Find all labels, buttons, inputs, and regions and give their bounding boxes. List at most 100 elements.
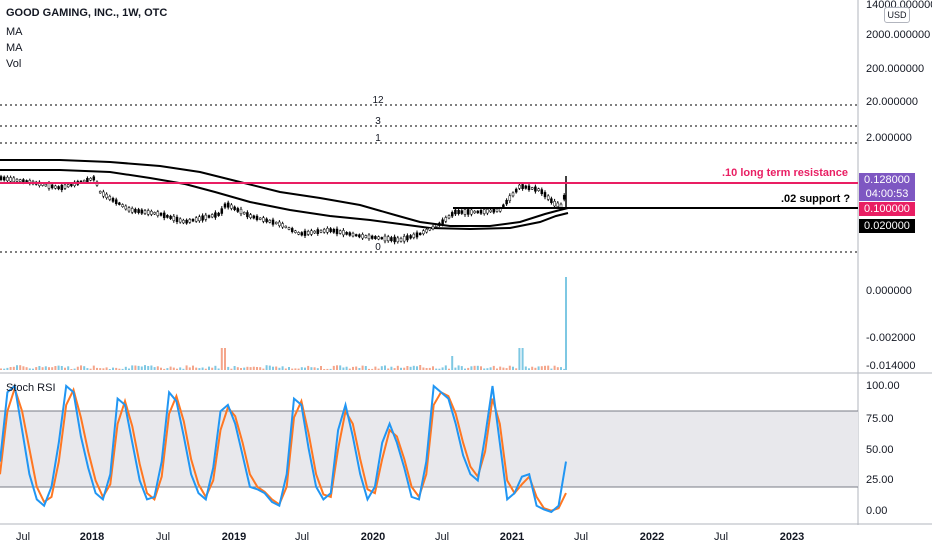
volume-bar: [531, 366, 534, 370]
price-candle-body: [242, 212, 246, 215]
price-candle-body: [198, 216, 201, 222]
volume-bar: [294, 368, 297, 370]
volume-bar: [265, 365, 268, 370]
price-candle-body: [118, 202, 121, 205]
price-candle-body: [460, 210, 464, 214]
volume-bar: [470, 366, 473, 370]
volume-bar: [416, 366, 418, 370]
price-candle-body: [274, 221, 278, 225]
volume-bar: [211, 367, 214, 370]
volume-bar: [48, 367, 50, 370]
price-candle-body: [393, 236, 396, 243]
volume-bar: [496, 368, 498, 370]
price-candle-body: [230, 204, 233, 209]
time-tick: Jul: [435, 531, 449, 543]
volume-bar: [332, 365, 335, 370]
volume-bar: [323, 369, 326, 370]
stoch-k-line: [0, 383, 567, 514]
volume-bar: [201, 367, 204, 370]
time-tick: 2022: [640, 531, 664, 543]
price-candle-body: [502, 204, 505, 208]
stoch-tick: 75.00: [866, 413, 894, 425]
volume-bar: [192, 365, 194, 370]
currency-badge[interactable]: USD: [884, 7, 910, 23]
ma-legend[interactable]: MA: [6, 42, 23, 54]
price-candle-body: [278, 221, 281, 226]
volume-bar: [57, 365, 60, 370]
volume-bars: [0, 277, 567, 370]
symbol-title: GOOD GAMING, INC., 1W, OTC: [6, 7, 168, 19]
volume-bar: [457, 365, 460, 370]
time-tick: Jul: [156, 531, 170, 543]
price-candle-body: [166, 215, 169, 218]
volume-bar: [304, 367, 306, 370]
stoch-axis[interactable]: 100.00 75.00 50.00 25.00 0.00: [866, 380, 900, 517]
volume-bar: [412, 365, 415, 370]
time-axis[interactable]: Jul 2018 Jul 2019 Jul 2020 Jul 2021 Jul …: [16, 531, 804, 543]
price-candle-body: [396, 237, 400, 243]
price-candle-body: [409, 235, 412, 239]
price-tick: -0.014000: [866, 360, 916, 372]
volume-bar: [188, 367, 191, 370]
price-candle-body: [406, 235, 409, 241]
price-candle-body: [550, 198, 553, 203]
volume-bar: [268, 365, 271, 370]
price-axis[interactable]: 14000.000000 2000.000000 200.000000 20.0…: [866, 0, 932, 372]
price-candle-body: [521, 184, 524, 189]
resistance-annotation[interactable]: .10 long term resistance: [722, 167, 848, 179]
volume-bar: [393, 368, 396, 370]
time-tick: 2023: [780, 531, 804, 543]
volume-bar: [51, 367, 54, 370]
volume-bar: [505, 368, 508, 370]
volume-bar: [435, 368, 438, 370]
volume-bar: [12, 366, 15, 370]
volume-bar: [80, 365, 82, 370]
volume-bar: [550, 368, 553, 370]
price-candle-body: [383, 235, 387, 242]
price-candle-body: [0, 176, 3, 180]
price-candle-body: [258, 217, 262, 220]
volume-bar: [361, 365, 364, 370]
volume-bar: [70, 369, 73, 370]
price-tick: 14000.000000: [866, 0, 932, 11]
volume-bar: [115, 367, 118, 370]
price-candle-body: [98, 191, 102, 194]
price-candle-body: [530, 187, 534, 190]
fib-levels[interactable]: [0, 104, 858, 253]
volume-bar: [108, 369, 111, 370]
price-candles: [0, 174, 567, 245]
volume-bar: [464, 368, 466, 370]
volume-bar: [236, 367, 239, 370]
volume-bar: [537, 366, 540, 370]
price-candle-body: [121, 204, 124, 207]
price-candle-body: [540, 189, 544, 195]
price-candle-body: [326, 228, 329, 233]
volume-bar: [246, 366, 249, 370]
price-tick: 2000.000000: [866, 29, 930, 41]
price-candle-body: [553, 201, 556, 207]
stoch-tick: 25.00: [866, 474, 894, 486]
volume-bar: [83, 366, 86, 370]
price-candle-body: [252, 215, 256, 219]
volume-bar: [92, 365, 95, 370]
price-candle-body: [86, 178, 89, 183]
price-candle-body: [210, 214, 214, 218]
price-candle-body: [150, 210, 153, 215]
volume-legend[interactable]: Vol: [6, 58, 22, 70]
price-candle-body: [63, 184, 67, 189]
time-tick: 2020: [361, 531, 385, 543]
volume-bar: [460, 366, 463, 370]
volume-bar: [291, 368, 294, 370]
volume-bar: [448, 368, 450, 370]
volume-bar: [121, 368, 124, 370]
price-candle-body: [342, 230, 345, 236]
price-candle-body: [182, 219, 185, 224]
volume-bar: [227, 366, 230, 370]
support-annotation[interactable]: .02 support ?: [781, 193, 851, 205]
volume-bar: [515, 368, 518, 370]
price-candle-body: [422, 230, 425, 235]
volume-bar: [217, 368, 220, 370]
stoch-rsi-title[interactable]: Stoch RSI: [6, 382, 56, 394]
price-candle-body: [201, 215, 204, 221]
ma-legend[interactable]: MA: [6, 26, 23, 38]
